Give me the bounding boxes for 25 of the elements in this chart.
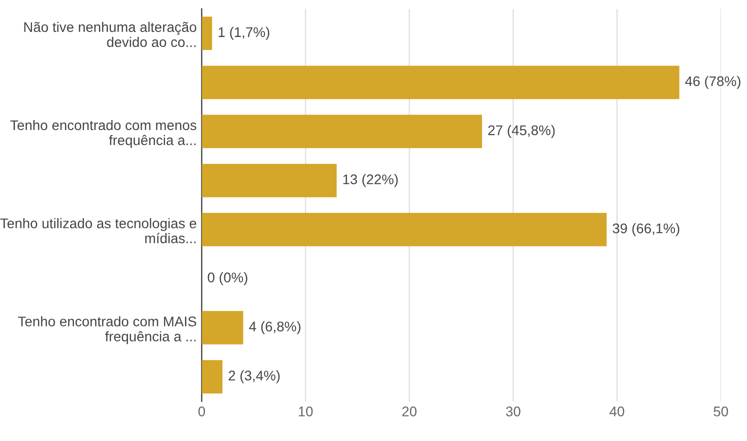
data-label: 13 (22%) [343,174,398,187]
data-label: 4 (6,8%) [249,321,300,334]
y-tick-label: Tenho encontrado com menos frequência a... [10,120,196,148]
bar [202,164,337,198]
bar [202,16,212,50]
x-tick-label: 20 [402,406,417,416]
bar [202,114,482,148]
data-label: 46 (78%) [685,76,740,89]
data-label: 1 (1,7%) [218,26,270,40]
x-tick-label: 10 [298,406,313,416]
data-label: 39 (66,1%) [612,223,680,236]
y-tick-label: Tenho encontrado com MAIS frequência a ... [18,316,196,344]
data-label: 0 (0%) [208,272,248,286]
y-tick-label: Não tive nenhuma alteração devido ao co... [24,22,196,48]
bar [202,212,607,246]
bar [202,311,244,344]
x-tick-label: 50 [714,406,728,416]
bar [202,66,680,100]
x-tick-label: 30 [506,406,520,416]
bar [202,360,222,394]
x-tick-label: 40 [610,406,624,416]
data-label: 2 (3,4%) [228,370,280,384]
x-tick-label: 0 [198,406,206,416]
y-tick-label: Tenho utilizado as tecnologias e mídias... [0,218,196,244]
data-label: 27 (45,8%) [488,125,555,138]
